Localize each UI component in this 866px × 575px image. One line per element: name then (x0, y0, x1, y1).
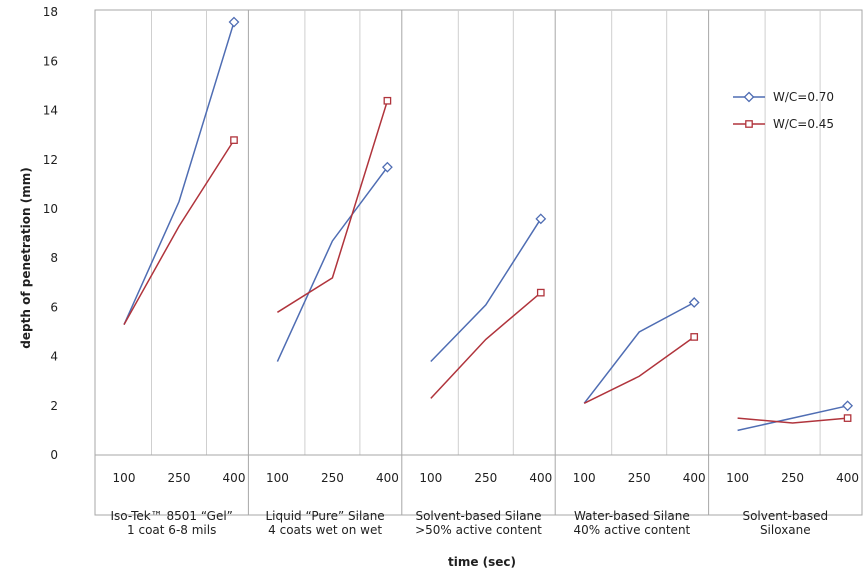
series-line (123, 21, 235, 325)
series-line (737, 405, 848, 432)
x-tick-label: 100 (419, 471, 442, 485)
group-label-line: 1 coat 6-8 mils (127, 523, 216, 537)
grid (94, 9, 863, 516)
series-line (430, 218, 542, 363)
group-label-line: Siloxane (760, 523, 811, 537)
x-tick-label: 250 (321, 471, 344, 485)
x-tick-label: 400 (223, 471, 246, 485)
series-line (583, 301, 695, 404)
x-tick-label: 100 (726, 471, 749, 485)
diamond-marker (535, 213, 547, 225)
square-marker (383, 96, 392, 105)
group-label-line: Solvent-based Silane (415, 509, 541, 523)
x-tick-label: 400 (376, 471, 399, 485)
diamond-marker (381, 161, 393, 173)
x-tick-label: 100 (113, 471, 136, 485)
y-tick-label: 2 (50, 399, 58, 413)
diamond-marker (842, 400, 854, 412)
y-tick-label: 4 (50, 350, 58, 364)
y-tick-label: 18 (43, 5, 58, 19)
x-tick-label: 400 (683, 471, 706, 485)
group-label-line: Iso-Tek™ 8501 “Gel” (110, 509, 232, 523)
diamond-marker (743, 91, 755, 103)
series-line (276, 166, 389, 362)
group-label-line: >50% active content (415, 523, 542, 537)
x-axis-ticks: 100 250 400 100 250 400 100 250 400 100 250 400 100 2… (113, 471, 860, 485)
x-tick-label: 400 (836, 471, 859, 485)
y-tick-label: 8 (50, 251, 58, 265)
y-tick-label: 0 (50, 448, 58, 462)
square-marker (745, 120, 753, 128)
x-tick-label: 100 (573, 471, 596, 485)
series-line (583, 336, 695, 405)
legend-label: W/C=0.70 (773, 90, 834, 104)
y-axis-title: depth of penetration (mm) (19, 167, 33, 348)
series-lines (123, 21, 848, 432)
diamond-marker (688, 297, 700, 308)
x-tick-label: 250 (474, 471, 497, 485)
x-axis-title: time (sec) (448, 555, 516, 569)
series-line (277, 100, 389, 313)
y-tick-label: 12 (43, 153, 58, 167)
group-label-line: Solvent-based (742, 509, 828, 523)
group-labels: Iso-Tek™ 8501 “Gel”1 coat 6-8 mils Liquid… (110, 509, 828, 537)
group-label-line: Water-based Silane (574, 509, 690, 523)
square-marker (843, 414, 852, 422)
y-tick-label: 6 (50, 300, 58, 314)
group-label-line: Liquid “Pure” Silane (265, 509, 384, 523)
x-tick-label: 250 (781, 471, 804, 485)
series-markers (228, 16, 854, 422)
legend: W/C=0.70 W/C=0.45 (733, 90, 834, 131)
y-axis-ticks: 0 2 4 6 8 10 12 14 16 18 (43, 5, 58, 462)
square-marker (230, 136, 238, 144)
x-tick-label: 250 (628, 471, 651, 485)
plot-frame (94, 9, 863, 516)
series-line (430, 292, 542, 399)
legend-label: W/C=0.45 (773, 117, 834, 131)
y-tick-label: 10 (43, 202, 58, 216)
diamond-marker (228, 16, 240, 28)
square-marker (536, 288, 545, 297)
x-tick-label: 400 (529, 471, 552, 485)
y-tick-label: 14 (43, 104, 58, 118)
square-marker (690, 333, 699, 341)
x-tick-label: 250 (168, 471, 191, 485)
series-line (737, 417, 848, 424)
group-label-line: 40% active content (574, 523, 691, 537)
series-line (123, 139, 235, 325)
y-tick-label: 16 (43, 54, 58, 68)
x-tick-label: 100 (266, 471, 289, 485)
group-label-line: 4 coats wet on wet (268, 523, 382, 537)
